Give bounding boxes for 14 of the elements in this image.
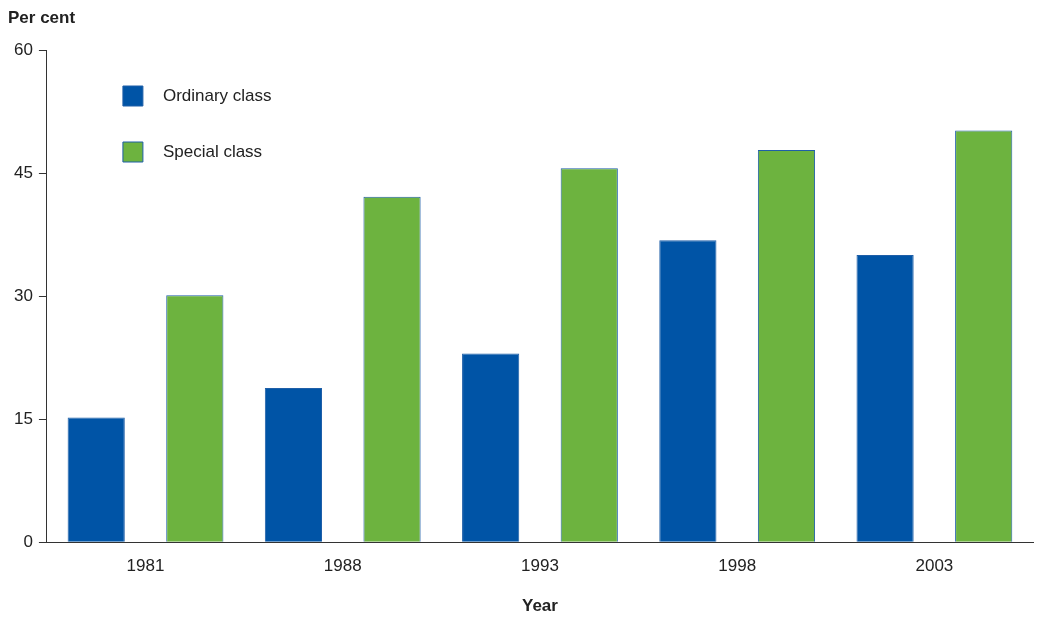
x-tick-label: 2003: [915, 556, 954, 576]
y-axis-title: Per cent: [8, 8, 76, 28]
y-tick-label: 45: [13, 162, 33, 182]
x-tick-label: 1993: [521, 556, 559, 576]
legend-label: Special class: [162, 141, 263, 161]
x-tick-label: 1981: [126, 556, 165, 576]
y-tick-label: 30: [13, 285, 33, 305]
legend-label: Ordinary class: [162, 85, 272, 105]
x-axis-title: Year: [521, 596, 559, 616]
y-tick-label: 60: [13, 39, 33, 59]
y-tick-label: 0: [23, 531, 33, 551]
y-tick-label: 15: [13, 408, 33, 428]
x-tick-label: 1998: [718, 556, 757, 576]
x-tick-label: 1988: [323, 556, 362, 576]
